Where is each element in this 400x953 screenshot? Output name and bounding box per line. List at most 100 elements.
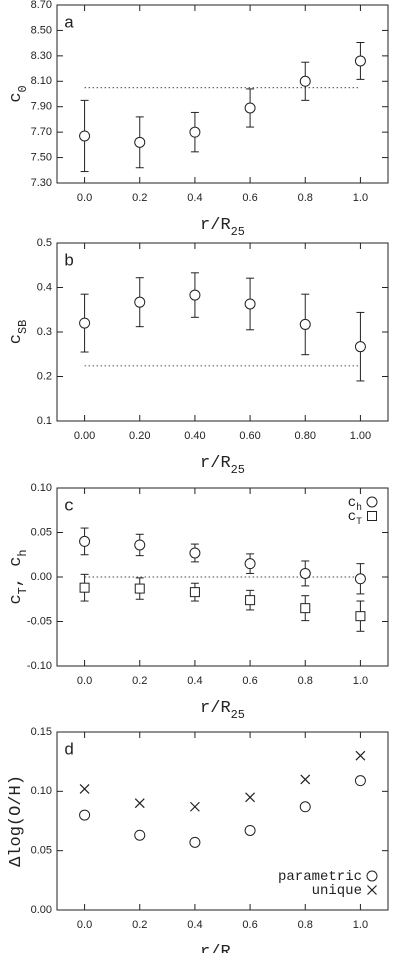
- marker: [79, 317, 91, 329]
- x-tick-label: 0.40: [184, 430, 205, 442]
- marker-stroke: [79, 784, 90, 794]
- x-tick-label: 0.4: [187, 192, 202, 204]
- label-text: c: [348, 495, 356, 511]
- x-tick-label: 1.0: [353, 919, 368, 931]
- plot-frame: [56, 4, 389, 184]
- x-tick-label: 0.80: [295, 430, 316, 442]
- y-tick-label: 0.00: [31, 904, 52, 916]
- x-tick-label: 0.0: [77, 919, 92, 931]
- x-tick-label: 0.8: [298, 675, 313, 687]
- marker: [244, 298, 256, 310]
- label-text: r/R: [200, 943, 231, 953]
- y-tick-label: 0.15: [31, 726, 52, 738]
- label-text: c: [7, 334, 26, 344]
- marker: [245, 595, 256, 606]
- panel-label: b: [64, 252, 74, 271]
- x-tick-label: 0.2: [132, 675, 147, 687]
- marker: [354, 341, 366, 353]
- marker: [299, 318, 311, 330]
- legend-label: cT: [348, 509, 362, 527]
- label-text: c: [348, 509, 356, 525]
- legend-label: parametric: [278, 869, 362, 885]
- legend-label: unique: [312, 883, 362, 899]
- marker: [299, 567, 311, 579]
- x-tick-label: 0.8: [298, 919, 313, 931]
- marker: [79, 809, 91, 821]
- marker: [354, 573, 366, 585]
- y-tick-label: 0.00: [31, 571, 52, 583]
- marker-stroke: [134, 798, 145, 809]
- legend-item: unique: [312, 883, 362, 899]
- marker: [366, 870, 378, 882]
- y-tick-label: 0.1: [37, 415, 52, 427]
- plot-frame: [56, 731, 389, 911]
- marker: [79, 535, 91, 547]
- marker: [300, 774, 311, 785]
- marker: [134, 798, 145, 809]
- y-tick-label: 7.90: [31, 101, 52, 113]
- y-tick-label: 0.4: [37, 281, 52, 293]
- label-subscript: T: [16, 587, 30, 594]
- marker: [367, 885, 377, 895]
- label-subscript: h: [356, 502, 362, 513]
- marker: [300, 603, 311, 614]
- x-tick-label: 0.0: [77, 675, 92, 687]
- y-tick-label: 0.05: [31, 526, 52, 538]
- label-subscript: 25: [231, 463, 245, 477]
- marker: [189, 801, 200, 812]
- marker: [244, 558, 256, 570]
- plot-frame: [56, 487, 389, 667]
- marker: [134, 136, 146, 148]
- y-tick-label: 0.5: [37, 237, 52, 249]
- marker: [354, 775, 366, 787]
- label-text: r/R: [200, 216, 231, 235]
- y-tick-label: 8.70: [31, 0, 52, 11]
- y-axis-label: cSB: [7, 320, 30, 344]
- label-subscript: h: [16, 549, 30, 556]
- marker: [134, 296, 146, 308]
- x-tick-label: 1.00: [350, 430, 371, 442]
- label-text: r/R: [200, 699, 231, 718]
- x-tick-label: 0.2: [132, 919, 147, 931]
- y-tick-label: 0.3: [37, 326, 52, 338]
- marker: [134, 583, 145, 594]
- legend-item: ch: [348, 495, 362, 513]
- marker: [189, 547, 201, 559]
- marker-stroke: [245, 792, 256, 803]
- y-tick-label: 7.50: [31, 151, 52, 163]
- y-tick-label: 8.10: [31, 75, 52, 87]
- x-tick-label: 1.0: [353, 675, 368, 687]
- label-subscript: SB: [16, 320, 30, 334]
- y-tick-label: 0.10: [31, 785, 52, 797]
- marker: [367, 511, 377, 521]
- x-tick-label: 0.60: [239, 430, 260, 442]
- marker: [79, 582, 90, 593]
- x-tick-label: 0.8: [298, 192, 313, 204]
- marker: [244, 102, 256, 114]
- x-tick-label: 0.6: [242, 919, 257, 931]
- marker: [134, 539, 146, 551]
- y-tick-label: 7.70: [31, 126, 52, 138]
- legend-item: parametric: [278, 869, 362, 885]
- marker-stroke: [355, 750, 366, 761]
- x-tick-label: 0.00: [74, 430, 95, 442]
- marker: [79, 784, 90, 794]
- marker: [134, 829, 146, 841]
- x-tick-label: 0.4: [187, 675, 202, 687]
- marker-stroke: [367, 885, 377, 895]
- marker: [355, 750, 366, 761]
- label-subscript: 25: [231, 708, 245, 722]
- marker: [245, 792, 256, 803]
- x-tick-label: 1.0: [353, 192, 368, 204]
- label-text: c: [7, 92, 26, 102]
- x-tick-label: 0.20: [129, 430, 150, 442]
- x-tick-label: 0.6: [242, 192, 257, 204]
- label-subscript: 25: [231, 225, 245, 239]
- marker: [354, 55, 366, 67]
- marker-stroke: [189, 801, 200, 812]
- marker: [244, 824, 256, 836]
- y-tick-label: 8.50: [31, 24, 52, 36]
- y-axis-label: c0: [7, 85, 30, 102]
- marker: [299, 75, 311, 87]
- y-tick-label: 0.2: [37, 370, 52, 382]
